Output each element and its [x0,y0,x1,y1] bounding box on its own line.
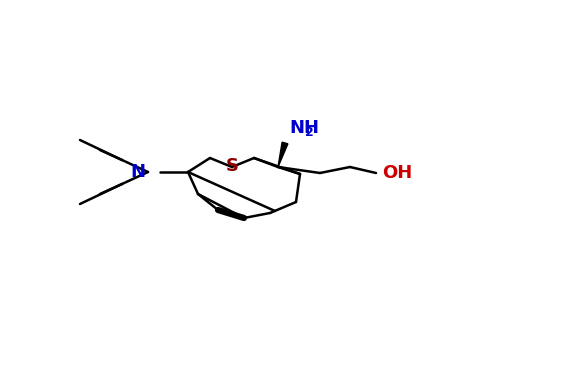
Polygon shape [278,142,288,167]
Text: NH: NH [289,119,319,137]
Text: OH: OH [382,164,412,182]
Text: N: N [131,163,146,181]
Text: 2: 2 [305,126,314,139]
Text: S: S [225,157,238,175]
